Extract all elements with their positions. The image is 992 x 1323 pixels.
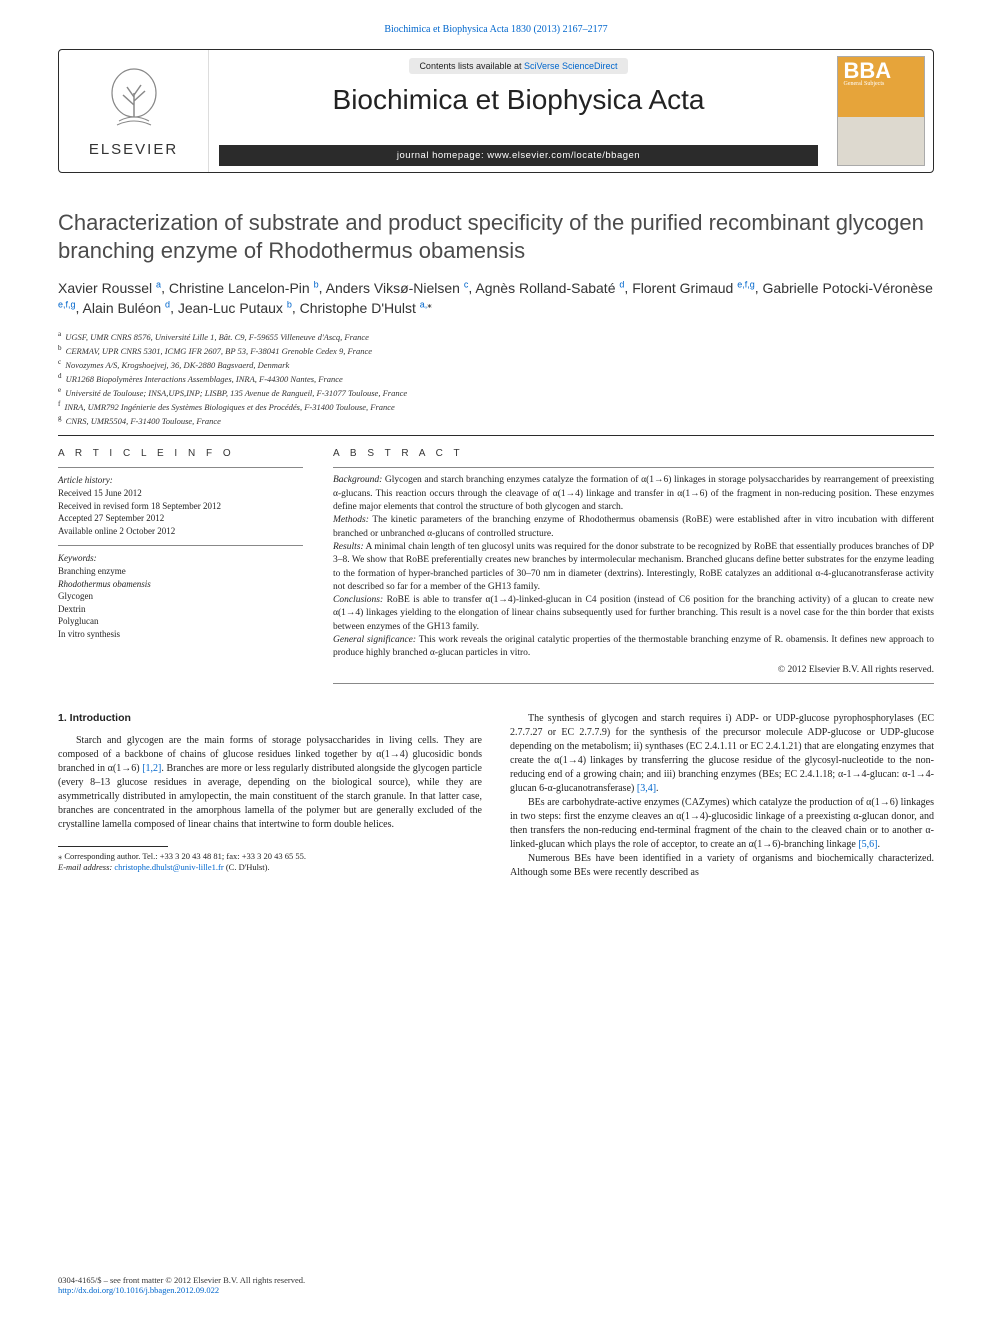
citation-link[interactable]: Biochimica et Biophysica Acta 1830 (2013… bbox=[384, 24, 607, 35]
keyword: Glycogen bbox=[58, 590, 303, 603]
banner-mid: Contents lists available at SciVerse Sci… bbox=[209, 50, 828, 172]
homepage-url[interactable]: www.elsevier.com/locate/bbagen bbox=[487, 150, 640, 161]
affiliation: d UR1268 Biopolymères Interactions Assem… bbox=[58, 371, 934, 385]
significance-text: This work reveals the original catalytic… bbox=[333, 635, 934, 658]
email-link[interactable]: christophe.dhulst@univ-lille1.fr bbox=[112, 862, 226, 872]
intro-heading: 1. Introduction bbox=[58, 712, 482, 724]
email-label: E-mail address: bbox=[58, 862, 112, 872]
methods-label: Methods: bbox=[333, 515, 369, 525]
intro-right-body: The synthesis of glycogen and starch req… bbox=[510, 712, 934, 880]
affiliation: c Novozymes A/S, Krogshoejvej, 36, DK-28… bbox=[58, 357, 934, 371]
intro-text: The synthesis of glycogen and starch req… bbox=[510, 713, 934, 794]
citation-link[interactable]: [1,2] bbox=[142, 763, 161, 774]
author: Anders Viksø-Nielsen c bbox=[326, 280, 469, 296]
abstract-body: Background: Glycogen and starch branchin… bbox=[333, 474, 934, 660]
abstract-col: A B S T R A C T Background: Glycogen and… bbox=[333, 442, 934, 689]
history-label: Article history: bbox=[58, 474, 303, 487]
conclusions-label: Conclusions: bbox=[333, 595, 383, 605]
history-line: Available online 2 October 2012 bbox=[58, 525, 303, 538]
keyword: In vitro synthesis bbox=[58, 628, 303, 641]
history-line: Accepted 27 September 2012 bbox=[58, 512, 303, 525]
author: Florent Grimaud e,f,g bbox=[632, 280, 755, 296]
author-list: Xavier Roussel a, Christine Lancelon-Pin… bbox=[58, 278, 934, 319]
keywords-label: Keywords: bbox=[58, 552, 303, 565]
methods-text: The kinetic parameters of the branching … bbox=[333, 515, 934, 538]
homepage-label: journal homepage: bbox=[397, 150, 487, 161]
intro-left-col: 1. Introduction Starch and glycogen are … bbox=[58, 712, 482, 880]
affiliation: f INRA, UMR792 Ingénierie des Systèmes B… bbox=[58, 399, 934, 413]
divider bbox=[58, 545, 303, 546]
email-tail: (C. D'Hulst). bbox=[226, 862, 270, 872]
corresponding-block: ⁎ Corresponding author. Tel.: +33 3 20 4… bbox=[58, 851, 482, 874]
contents-prefix: Contents lists available at bbox=[419, 61, 524, 71]
affiliation: e Université de Toulouse; INSA,UPS,INP; … bbox=[58, 385, 934, 399]
divider bbox=[58, 467, 303, 468]
history-line: Received 15 June 2012 bbox=[58, 487, 303, 500]
background-label: Background: bbox=[333, 475, 382, 485]
affiliation: g CNRS, UMR5504, F-31400 Toulouse, Franc… bbox=[58, 413, 934, 427]
significance-label: General significance: bbox=[333, 635, 416, 645]
abstract-heading: A B S T R A C T bbox=[333, 448, 934, 459]
affiliation-list: a UGSF, UMR CNRS 8576, Université Lille … bbox=[58, 329, 934, 428]
author: Xavier Roussel a bbox=[58, 280, 161, 296]
elsevier-tree-icon bbox=[99, 65, 169, 135]
citation-link[interactable]: [3,4] bbox=[637, 783, 656, 794]
divider bbox=[333, 683, 934, 684]
cover-subtitle: General Subjects bbox=[838, 81, 924, 87]
top-citation: Biochimica et Biophysica Acta 1830 (2013… bbox=[0, 0, 992, 49]
intro-left-body: Starch and glycogen are the main forms o… bbox=[58, 734, 482, 832]
results-text: A minimal chain length of ten glucosyl u… bbox=[333, 542, 934, 592]
author: Jean-Luc Putaux b bbox=[178, 300, 292, 316]
doi-link[interactable]: http://dx.doi.org/10.1016/j.bbagen.2012.… bbox=[58, 1285, 934, 1295]
issn-line: 0304-4165/$ – see front matter © 2012 El… bbox=[58, 1275, 934, 1285]
contents-row: Contents lists available at SciVerse Sci… bbox=[409, 58, 627, 74]
journal-cover-icon: BBA General Subjects bbox=[837, 56, 925, 166]
elsevier-wordmark: ELSEVIER bbox=[89, 141, 178, 158]
divider bbox=[333, 467, 934, 468]
cover-letters: BBA bbox=[838, 57, 924, 81]
article-info-col: A R T I C L E I N F O Article history: R… bbox=[58, 442, 303, 689]
keyword: Dextrin bbox=[58, 603, 303, 616]
conclusions-text: RoBE is able to transfer α(1→4)-linked-g… bbox=[333, 595, 934, 632]
divider bbox=[58, 435, 934, 436]
divider bbox=[58, 846, 168, 847]
keywords-block: Keywords: Branching enzymeRhodothermus o… bbox=[58, 552, 303, 640]
intro-right-col: The synthesis of glycogen and starch req… bbox=[510, 712, 934, 880]
background-text: Glycogen and starch branching enzymes ca… bbox=[333, 475, 934, 512]
cover-block: BBA General Subjects bbox=[828, 50, 933, 172]
intro-text: . bbox=[877, 839, 880, 850]
intro-text: Numerous BEs have been identified in a v… bbox=[510, 853, 934, 878]
results-label: Results: bbox=[333, 542, 364, 552]
corresponding-text: Corresponding author. Tel.: +33 3 20 43 … bbox=[62, 851, 306, 861]
article-info-heading: A R T I C L E I N F O bbox=[58, 448, 303, 459]
publisher-block: ELSEVIER bbox=[59, 50, 209, 172]
author: Agnès Rolland-Sabaté d bbox=[475, 280, 624, 296]
keyword: Polyglucan bbox=[58, 615, 303, 628]
paper-title: Characterization of substrate and produc… bbox=[58, 209, 934, 264]
affiliation: b CERMAV, UPR CNRS 5301, ICMG IFR 2607, … bbox=[58, 343, 934, 357]
sciencedirect-link[interactable]: SciVerse ScienceDirect bbox=[524, 61, 618, 71]
author: Christine Lancelon-Pin b bbox=[169, 280, 319, 296]
keyword: Rhodothermus obamensis bbox=[58, 578, 303, 591]
abstract-copyright: © 2012 Elsevier B.V. All rights reserved… bbox=[333, 665, 934, 675]
homepage-stripe: journal homepage: www.elsevier.com/locat… bbox=[219, 145, 818, 166]
article-history: Article history: Received 15 June 2012Re… bbox=[58, 474, 303, 537]
citation-link[interactable]: [5,6] bbox=[858, 839, 877, 850]
history-line: Received in revised form 18 September 20… bbox=[58, 500, 303, 513]
author: Alain Buléon d bbox=[83, 300, 171, 316]
journal-banner: ELSEVIER Contents lists available at Sci… bbox=[58, 49, 934, 173]
author: Christophe D'Hulst a,⁎ bbox=[300, 300, 432, 316]
affiliation: a UGSF, UMR CNRS 8576, Université Lille … bbox=[58, 329, 934, 343]
journal-title: Biochimica et Biophysica Acta bbox=[333, 84, 705, 116]
page-footer: 0304-4165/$ – see front matter © 2012 El… bbox=[58, 1275, 934, 1295]
keyword: Branching enzyme bbox=[58, 565, 303, 578]
intro-text: . bbox=[656, 783, 659, 794]
